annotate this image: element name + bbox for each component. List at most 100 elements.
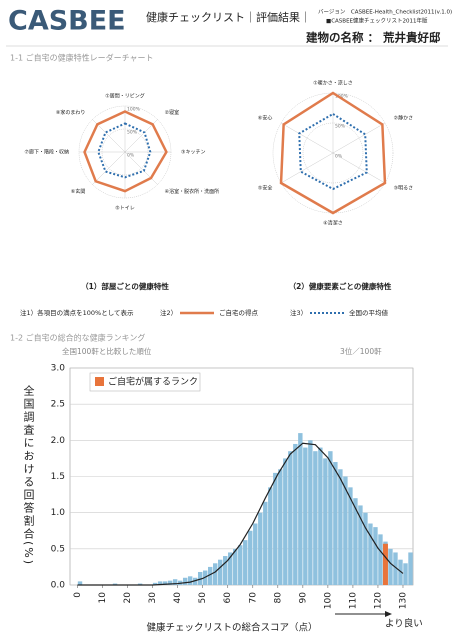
histogram-bar — [388, 548, 393, 585]
x-tick-label: 110 — [348, 592, 358, 609]
histogram-bar — [208, 566, 213, 585]
histogram-bar — [353, 498, 358, 585]
histogram-bar — [283, 458, 288, 585]
version: バージョン CASBEE-Health_Checklist2011(v.1.0) — [318, 9, 452, 16]
histogram-bar — [253, 523, 258, 585]
histogram-bar — [152, 582, 158, 585]
histogram-bar — [398, 559, 403, 585]
radar-axis-label: ②静かさ — [394, 115, 413, 122]
radar-ring — [302, 122, 364, 184]
arrow-head — [385, 611, 392, 617]
radar-axis-label: ⑧家のまわり — [56, 109, 85, 116]
histogram-bar — [233, 548, 238, 585]
radar-tick-label: 50% — [127, 130, 138, 136]
radar-spoke — [280, 122, 334, 154]
histogram-bar — [313, 451, 318, 585]
histogram-bar — [248, 530, 253, 585]
histogram-bar — [197, 571, 203, 585]
radar-series — [97, 122, 152, 179]
radar-series — [279, 91, 387, 215]
legend-box — [89, 372, 201, 392]
y-tick-label: 0.0 — [51, 581, 66, 591]
legend-label: 全国の平均値 — [349, 308, 389, 317]
histogram-bar — [368, 523, 373, 585]
histogram-bar — [223, 556, 228, 585]
radar-axis-label: ⑥安心 — [258, 115, 272, 122]
histogram-bar — [157, 581, 163, 585]
histogram-bar — [112, 583, 118, 585]
chart-title: （2）健康要素ごとの健康特性 — [289, 281, 392, 291]
legend-swatch — [95, 377, 104, 386]
x-tick-label: 40 — [173, 592, 183, 604]
x-tick-label: 90 — [298, 592, 308, 604]
y-tick-label: 1.0 — [51, 508, 66, 518]
radar-axis-label: ⑤安全 — [258, 185, 272, 192]
histogram-bar — [162, 581, 168, 585]
histogram-bar — [338, 469, 343, 585]
x-tick-label: 120 — [373, 592, 383, 609]
radar-spoke — [280, 152, 334, 184]
y-tick-label: 2.0 — [51, 436, 66, 446]
x-tick-label: 100 — [323, 592, 333, 609]
histogram-bar — [258, 512, 263, 585]
radar-spoke — [332, 152, 386, 184]
radar-axis-label: ③明るさ — [394, 185, 413, 192]
histogram-bar — [278, 469, 283, 585]
highlight-bar — [382, 543, 388, 585]
radar-tick-label: 0% — [127, 153, 135, 159]
histogram-bar — [348, 487, 353, 585]
legend-label: ご自宅が属するランク — [108, 376, 198, 388]
histogram-bar — [343, 476, 348, 585]
histogram-bar — [263, 501, 268, 585]
radar-axis-label: ⑤トイレ — [115, 206, 134, 212]
doc-title: 健康チェックリスト｜評価結果｜ — [146, 10, 311, 24]
y-axis-label: 全国調査における回答割合(%) — [22, 384, 35, 566]
x-tick-label: 130 — [398, 592, 408, 609]
histogram-bar — [218, 559, 223, 585]
radar-series — [83, 110, 168, 193]
radar-tick-label: 100% — [335, 94, 349, 100]
normal-curve — [77, 442, 404, 586]
histogram-bar — [238, 545, 243, 585]
section-heading: 1-2 ご自宅の総合的な健康ランキング — [10, 333, 145, 343]
histogram-bar — [358, 505, 363, 585]
histogram-bar — [308, 440, 313, 585]
histogram-bar — [408, 552, 413, 585]
histogram-bar — [288, 451, 293, 585]
note: 注2） — [160, 308, 177, 317]
y-tick-label: 0.5 — [51, 544, 65, 554]
radar-axis-label: ①暖かさ・涼しさ — [313, 80, 352, 87]
histogram-bar — [243, 540, 248, 585]
x-tick-label: 80 — [273, 592, 283, 604]
histogram-bar — [192, 577, 198, 585]
histogram-bar — [323, 458, 328, 585]
radar-axis-label: ④浴室・脱衣所・洗面所 — [165, 188, 219, 195]
edition: ■CASBEE健康チェックリスト2011年版 — [326, 17, 428, 25]
section-heading: 1-1 ご自宅の健康特性レーダーチャート — [10, 53, 154, 63]
radar-axis-label: ④清潔さ — [323, 220, 342, 227]
x-tick-label: 30 — [148, 592, 158, 604]
histogram-bar — [137, 583, 143, 585]
annotation: より良い — [385, 618, 423, 630]
histogram-bar — [293, 443, 298, 585]
x-tick-label: 0 — [73, 592, 83, 598]
radar-tick-label: 50% — [335, 124, 346, 130]
x-tick-label: 60 — [223, 592, 233, 604]
logo: CASBEE — [8, 6, 126, 37]
y-tick-label: 1.5 — [51, 472, 65, 482]
radar-spoke — [332, 122, 386, 154]
note: 注1）各項目の満点を100%として表示 — [20, 308, 134, 317]
radar-tick-label: 100% — [127, 107, 141, 113]
radar-spoke — [124, 151, 158, 185]
subheading: 全国100軒と比較した順位 — [62, 346, 152, 356]
x-tick-label: 50 — [198, 592, 208, 604]
radar-axis-label: ①居間・リビング — [105, 93, 144, 100]
note: 注3） — [290, 308, 307, 317]
histogram-bar — [228, 552, 233, 585]
building-name: 建物の名称 ： 荒井貴好邸 — [306, 31, 441, 45]
histogram-bar — [298, 433, 303, 585]
histogram-bar — [268, 487, 273, 585]
radar-axis-label: ③キッチン — [181, 150, 205, 156]
radar-axis-label: ⑥玄関 — [71, 188, 85, 195]
